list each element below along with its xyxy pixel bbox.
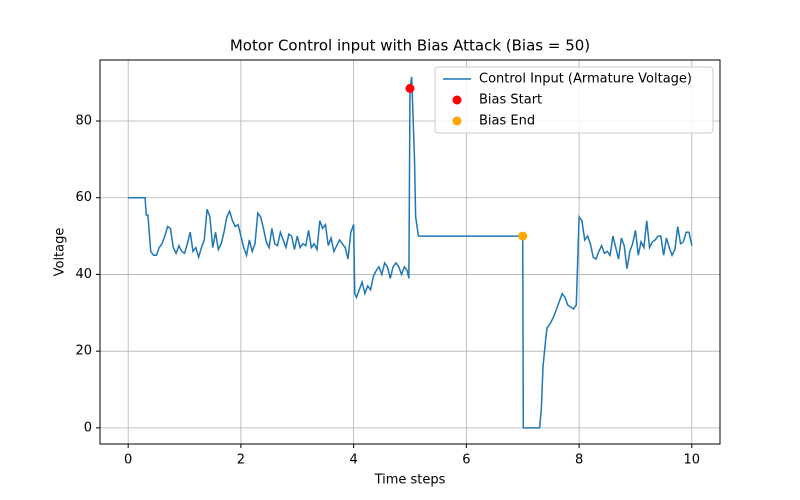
y-tick-label: 20 bbox=[75, 344, 92, 359]
x-tick-label: 10 bbox=[684, 453, 701, 468]
plot-frame bbox=[99, 59, 721, 445]
y-tick-label: 80 bbox=[75, 113, 92, 128]
x-tick-label: 2 bbox=[237, 453, 245, 468]
x-tick-label: 0 bbox=[124, 453, 132, 468]
scatter-point bbox=[518, 231, 528, 241]
x-tick-label: 4 bbox=[349, 453, 357, 468]
legend-box bbox=[434, 66, 714, 134]
legend-label: Bias Start bbox=[479, 93, 542, 108]
x-tick-label: 8 bbox=[575, 453, 583, 468]
x-axis-label: Time steps bbox=[374, 473, 446, 488]
scatter-point bbox=[405, 83, 415, 93]
chart-title: Motor Control input with Bias Attack (Bi… bbox=[230, 37, 590, 55]
data-line bbox=[128, 76, 693, 429]
y-axis-label: Voltage bbox=[53, 228, 68, 277]
legend-swatch bbox=[452, 95, 462, 105]
y-tick-label: 60 bbox=[75, 190, 92, 205]
legend-swatch bbox=[452, 116, 462, 126]
y-tick-label: 0 bbox=[84, 420, 92, 435]
y-tick-label: 40 bbox=[75, 267, 92, 282]
legend-label: Bias End bbox=[479, 114, 535, 129]
legend-label: Control Input (Armature Voltage) bbox=[479, 72, 692, 87]
x-tick-label: 6 bbox=[462, 453, 470, 468]
